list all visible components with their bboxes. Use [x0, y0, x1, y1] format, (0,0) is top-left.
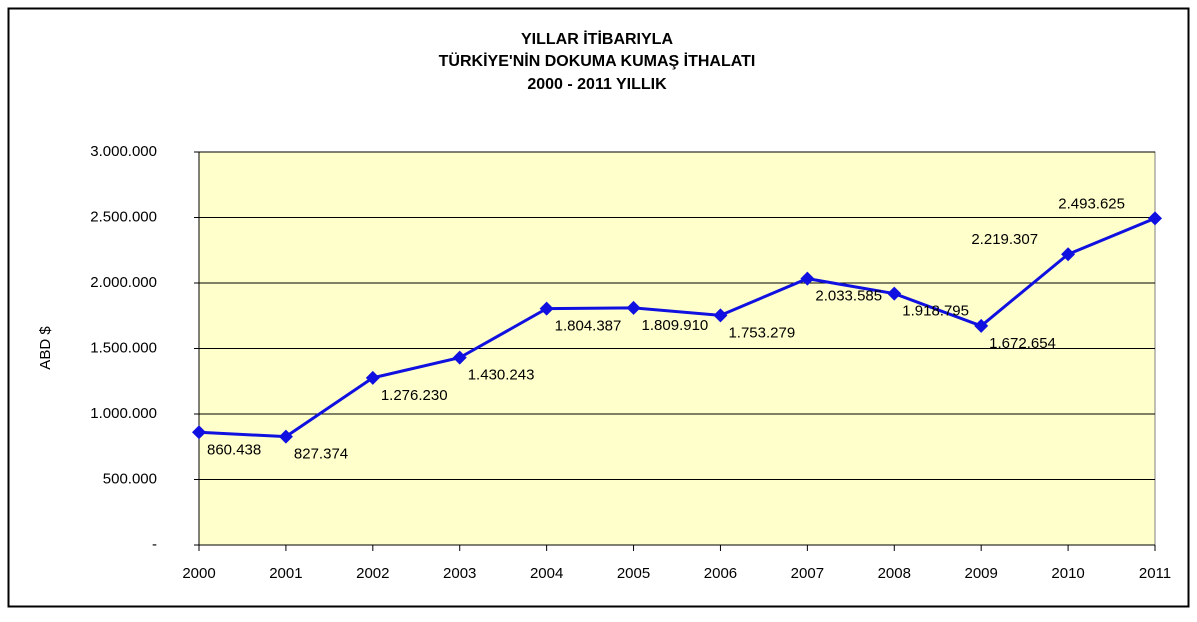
data-label: 860.438 — [207, 441, 261, 458]
x-tick-label: 2001 — [269, 565, 302, 582]
data-label: 2.219.307 — [971, 231, 1038, 248]
x-tick-label: 2005 — [617, 565, 650, 582]
data-point — [452, 350, 467, 365]
data-point — [887, 286, 902, 301]
y-tick-label: 500.000 — [103, 470, 157, 487]
data-label: 827.374 — [294, 446, 348, 463]
data-label: 1.430.243 — [468, 367, 535, 384]
data-label: 1.753.279 — [728, 324, 795, 341]
y-tick-label: 1.500.000 — [90, 339, 157, 356]
data-point — [800, 271, 815, 286]
x-tick-label: 2006 — [704, 565, 737, 582]
data-point — [539, 301, 554, 316]
series-line — [198, 216, 1156, 439]
y-tick-label: - — [152, 536, 157, 553]
data-label: 2.033.585 — [815, 288, 882, 305]
data-point — [1061, 247, 1076, 262]
data-label: 1.276.230 — [381, 387, 448, 404]
chart-title: TÜRKİYE'NİN DOKUMA KUMAŞ İTHALATI — [439, 51, 756, 70]
data-point — [626, 300, 641, 315]
x-tick-label: 2002 — [356, 565, 389, 582]
data-label: 1.809.910 — [642, 317, 709, 334]
data-point — [1148, 211, 1162, 226]
data-label: 1.918.795 — [902, 303, 969, 320]
y-tick-label: 2.000.000 — [90, 274, 157, 291]
data-point — [278, 429, 293, 444]
x-tick-label: 2008 — [878, 565, 911, 582]
data-label: 2.493.625 — [1058, 195, 1125, 212]
data-label: 1.672.654 — [989, 335, 1056, 352]
data-label: 1.804.387 — [555, 318, 622, 335]
x-tick-label: 2004 — [530, 565, 563, 582]
data-point — [192, 425, 206, 440]
x-tick-label: 2003 — [443, 565, 476, 582]
data-point — [974, 318, 989, 333]
x-tick-label: 2009 — [964, 565, 997, 582]
x-tick-label: 2010 — [1051, 565, 1084, 582]
data-point — [365, 370, 380, 385]
y-tick-label: 1.000.000 — [90, 405, 157, 422]
x-tick-label: 2007 — [791, 565, 824, 582]
y-tick-label: 2.500.000 — [90, 208, 157, 225]
y-axis-label: ABD $ — [37, 326, 54, 370]
y-tick-label: 3.000.000 — [90, 143, 157, 160]
chart-title: 2000 - 2011 YILLIK — [527, 76, 667, 93]
x-tick-label: 2011 — [1139, 565, 1171, 582]
x-tick-label: 2000 — [182, 565, 215, 582]
data-point — [713, 308, 728, 323]
chart-title: YILLAR İTİBARIYLA — [521, 30, 673, 48]
